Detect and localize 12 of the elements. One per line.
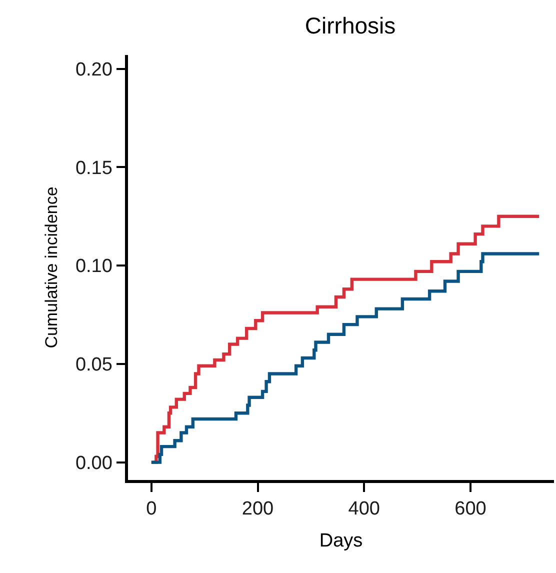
y-tick-label: 0.05: [75, 354, 112, 376]
x-axis-title: Days: [319, 530, 363, 552]
chart-title: Cirrhosis: [304, 12, 396, 38]
x-tick-label: 600: [454, 498, 486, 520]
x-tick-label: 0: [146, 498, 157, 520]
y-tick-label: 0.10: [75, 256, 112, 278]
x-tick-label: 200: [242, 498, 274, 520]
y-tick-label: 0.00: [75, 452, 112, 474]
y-tick-label: 0.20: [75, 59, 112, 80]
y-tick-label: 0.15: [75, 158, 112, 179]
x-tick-label: 400: [348, 498, 380, 520]
y-axis-title: Cumulative incidence: [42, 186, 62, 348]
